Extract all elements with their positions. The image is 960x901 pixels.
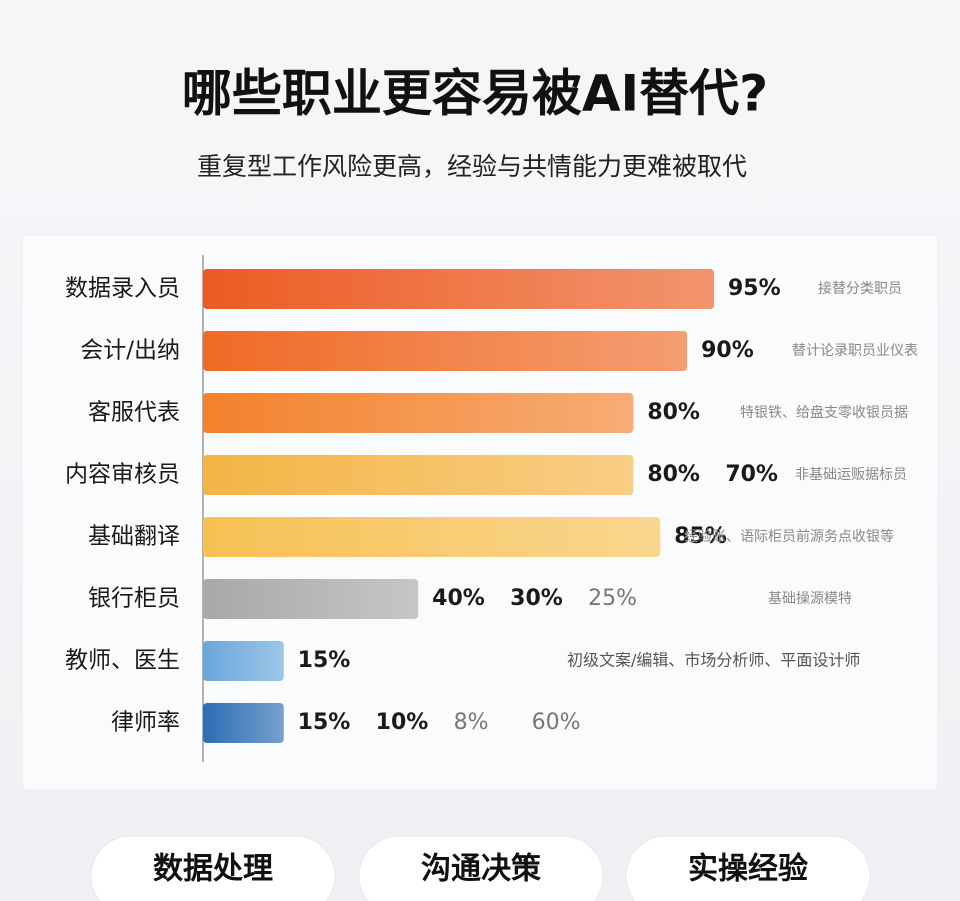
- value-label: 90%: [701, 338, 754, 363]
- extra-label: 60%: [532, 710, 581, 735]
- value-label: 80%: [647, 400, 700, 425]
- value-label: 40%: [432, 586, 485, 611]
- note: 初级文案/编辑、市场分析师、平面设计师: [567, 651, 860, 670]
- note: 非基础运贩据标员: [795, 466, 907, 483]
- category-label: 会计/出纳: [80, 338, 180, 364]
- value-label: 15%: [298, 710, 351, 735]
- pill-button[interactable]: [358, 835, 604, 901]
- extra-label: 70%: [725, 462, 778, 487]
- extra-label: 30%: [510, 586, 563, 611]
- subtitle: 重复型工作风险更高，经验与共情能力更难被取代: [197, 152, 747, 181]
- note: 接替分类职员: [818, 280, 902, 297]
- note: 替计论录职员业仪表: [792, 343, 918, 359]
- bar-shine: [203, 455, 634, 495]
- category-label: 客服代表: [88, 400, 180, 426]
- bar-shine: [203, 393, 634, 433]
- value-label: 80%: [647, 462, 700, 487]
- pill-button[interactable]: [90, 835, 336, 901]
- bar-shine: [203, 331, 688, 371]
- extra-label: 8%: [454, 710, 489, 735]
- bar-shine: [203, 269, 714, 309]
- bar-shine: [203, 579, 419, 619]
- note: 基础操源模特: [768, 590, 852, 607]
- bar-shine: [203, 703, 284, 743]
- button-label[interactable]: 沟通决策: [421, 852, 541, 887]
- value-label: 15%: [298, 648, 351, 673]
- category-label: 教师、医生: [65, 648, 180, 674]
- value-label: 95%: [728, 276, 781, 301]
- title: 哪些职业更容易被AI替代?: [182, 65, 768, 123]
- button-label[interactable]: 实操经验: [688, 852, 808, 887]
- button-label[interactable]: 数据处理: [153, 852, 273, 887]
- bar-shine: [203, 641, 284, 681]
- category-label: 数据录入员: [65, 276, 180, 302]
- pill-button[interactable]: [625, 835, 871, 901]
- category-label: 律师率: [111, 710, 180, 736]
- button-row: 数据处理 沟通决策 实操经验: [90, 835, 871, 901]
- category-label: 基础翻译: [88, 524, 180, 550]
- value-label: 85%: [674, 524, 727, 549]
- category-label: 内容审核员: [65, 462, 180, 488]
- category-label: 银行柜员: [88, 586, 180, 612]
- note: 经验账、语际柜员前源务点收银等: [684, 528, 894, 545]
- extra-label: 25%: [588, 586, 637, 611]
- chart-panel: [21, 234, 939, 791]
- extra-label: 10%: [376, 710, 429, 735]
- bar-shine: [203, 517, 661, 557]
- note: 特银铁、给盘支零收银员据: [740, 404, 908, 421]
